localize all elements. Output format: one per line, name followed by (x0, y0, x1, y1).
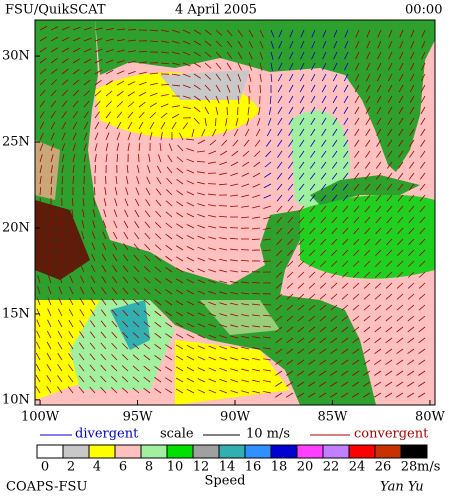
color-box (323, 445, 349, 458)
speed-tick-label: 28 (401, 460, 418, 475)
scale-value: 10 m/s (246, 427, 290, 442)
speed-tick-label: 22 (323, 460, 340, 475)
color-box (271, 445, 297, 458)
color-box (167, 445, 193, 458)
wind-arrow (105, 176, 106, 184)
speed-label: Speed (205, 474, 246, 489)
speed-tick-label: 12 (193, 460, 210, 475)
convergent-label: convergent (354, 427, 429, 442)
color-box (297, 445, 323, 458)
speed-tick-label: 26 (375, 460, 392, 475)
speed-tick-label: 18 (271, 460, 288, 475)
wind-arrow (252, 239, 260, 240)
org: COAPS-FSU (6, 480, 87, 495)
wind-arrow (215, 118, 216, 126)
speed-tick-label: 2 (67, 460, 75, 475)
y-tick-label: 15N (2, 306, 30, 321)
color-box (141, 445, 167, 458)
x-tick-label: 90W (220, 410, 251, 425)
divergent-label: divergent (75, 427, 139, 442)
color-box (193, 445, 219, 458)
speed-tick-label: 0 (41, 460, 49, 475)
speed-tick-label: 24 (349, 460, 366, 475)
x-tick-label: 80W (415, 410, 446, 425)
date: 4 April 2005 (175, 3, 257, 18)
time: 00:00 (405, 3, 442, 18)
source: FSU/QuikSCAT (5, 3, 106, 18)
map (35, 20, 435, 405)
x-tick-label: 100W (21, 410, 60, 425)
color-box (219, 445, 245, 458)
scale-label: scale (160, 427, 194, 442)
wind-arrow (230, 206, 238, 207)
color-box (89, 445, 115, 458)
wind-arrow (252, 282, 260, 283)
wind-arrow (51, 187, 52, 195)
y-tick-label: 30N (2, 49, 30, 64)
wind-arrow (263, 304, 271, 305)
speed-tick-label: 4 (93, 460, 101, 475)
y-tick-label: 25N (2, 135, 30, 150)
color-box (245, 445, 271, 458)
author: Yan Yu (380, 480, 424, 495)
speed-tick-label: 10 (167, 460, 184, 475)
color-box (401, 445, 427, 458)
color-box (115, 445, 141, 458)
unit-label: m/s (417, 460, 440, 475)
wind-arrow (73, 176, 74, 184)
speed-tick-label: 6 (119, 460, 127, 475)
color-box (37, 445, 63, 458)
speed-tick-label: 14 (219, 460, 236, 475)
speed-tick-label: 16 (245, 460, 262, 475)
speed-tick-label: 20 (297, 460, 314, 475)
color-box (375, 445, 401, 458)
wind-arrow (260, 85, 261, 93)
y-tick-label: 20N (2, 220, 30, 235)
color-box (63, 445, 89, 458)
y-tick-label: 10N (2, 392, 30, 407)
speed-tick-label: 8 (145, 460, 153, 475)
color-box (349, 445, 375, 458)
x-tick-label: 95W (123, 410, 154, 425)
x-tick-label: 85W (318, 410, 349, 425)
